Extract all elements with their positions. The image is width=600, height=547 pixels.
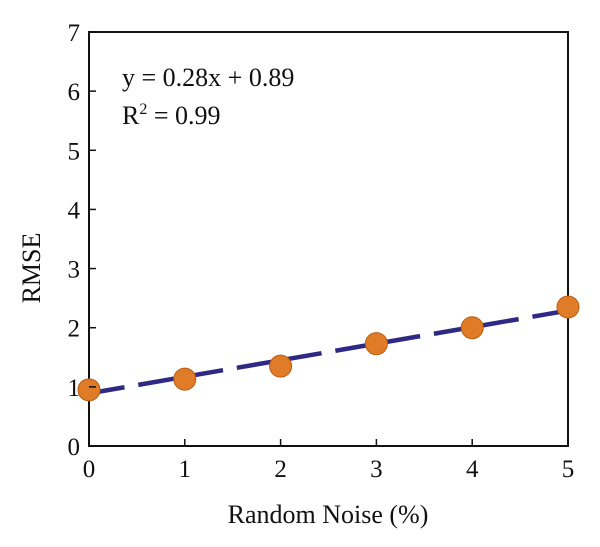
fit-line <box>88 308 569 396</box>
data-point <box>556 295 580 319</box>
y-tick-label: 5 <box>68 138 81 165</box>
plot-frame <box>88 31 569 447</box>
y-tick-label: 2 <box>68 316 81 343</box>
y-tick-label: 0 <box>68 434 81 461</box>
data-point <box>460 316 484 340</box>
axis-ticks: 0 1 2 3 4 5 0 1 2 3 4 5 6 7 <box>68 20 575 483</box>
x-tick-label: 0 <box>83 456 96 483</box>
y-axis-title: RMSE <box>17 233 46 304</box>
y-tick-label: 1 <box>68 375 81 402</box>
x-tick-label: 5 <box>562 456 575 483</box>
plot-area <box>88 31 569 447</box>
x-tick-label: 2 <box>274 456 287 483</box>
x-axis-title: Random Noise (%) <box>228 500 429 529</box>
data-point <box>77 378 101 402</box>
data-points <box>77 295 580 402</box>
y-tick-label: 7 <box>68 20 81 47</box>
equation-annotation: y = 0.28x + 0.89 <box>122 63 294 92</box>
y-tick-label: 6 <box>68 79 81 106</box>
r-squared-annotation: R2 = 0.99 <box>122 101 221 130</box>
y-tick-label: 4 <box>68 197 81 224</box>
x-tick-label: 1 <box>179 456 192 483</box>
fit-line-layer <box>88 308 569 396</box>
data-point <box>269 354 293 378</box>
x-tick-label: 4 <box>466 456 479 483</box>
y-tick-label: 3 <box>68 257 81 284</box>
data-point <box>364 332 388 356</box>
data-point <box>173 367 197 391</box>
x-tick-label: 3 <box>370 456 383 483</box>
